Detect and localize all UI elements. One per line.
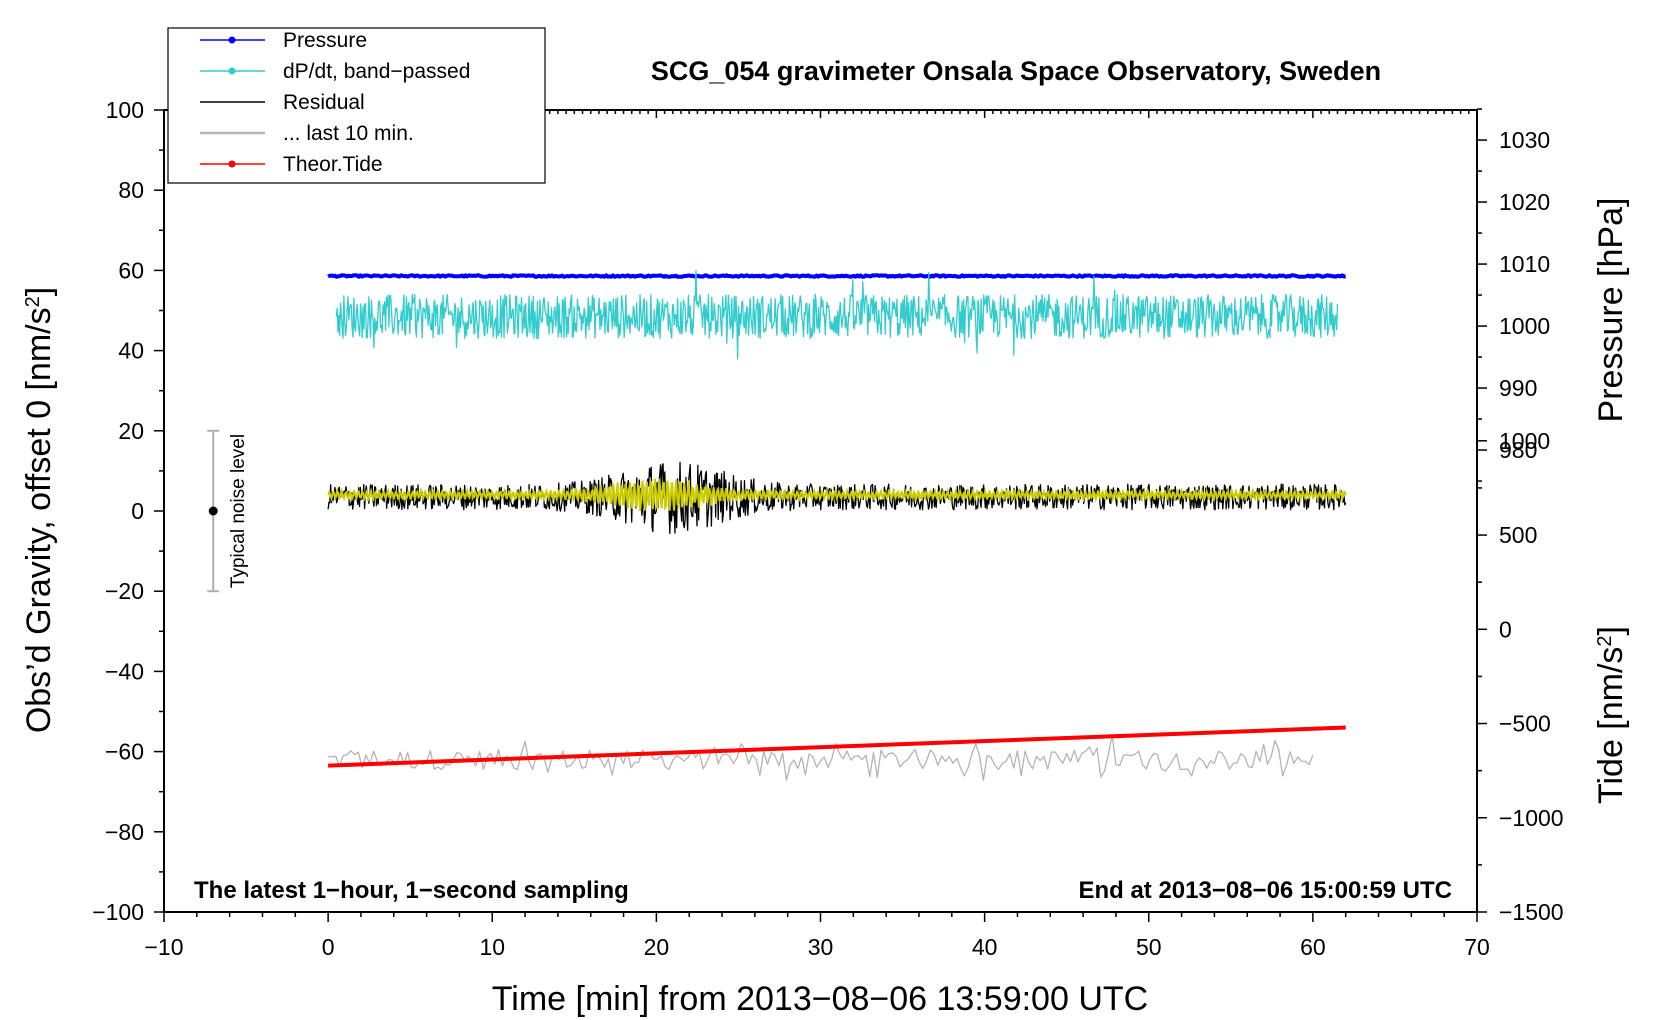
series-theor-tide <box>328 725 1346 768</box>
x-tick-label: 60 <box>1300 934 1326 960</box>
tide-tick-label: 0 <box>1499 616 1512 642</box>
typical-noise-bar: Typical noise level <box>207 429 249 593</box>
legend-marker <box>228 36 236 44</box>
legend-label: Residual <box>283 91 365 114</box>
legend-box <box>167 27 546 184</box>
chart-title: SCG_054 gravimeter Onsala Space Observat… <box>651 56 1381 86</box>
y-tick-label: −40 <box>105 658 144 684</box>
tide-tick-label: −1500 <box>1499 899 1564 925</box>
legend: Pressure dP/dt, band−passed Residual ... la… <box>167 27 546 184</box>
y-axis-tide-title: Tide [nm/s2] <box>1592 626 1630 804</box>
noise-bar-center-dot <box>208 506 218 516</box>
y-tick-label: 40 <box>118 338 144 364</box>
y-tick-label: −100 <box>92 899 144 925</box>
legend-label: ... last 10 min. <box>283 122 414 145</box>
annotation-sampling: The latest 1−hour, 1−second sampling <box>194 877 629 904</box>
legend-marker <box>228 67 236 75</box>
series-dp-dt-band-passed <box>335 270 1339 360</box>
y-axis-tide-title-end: ] <box>1592 626 1630 635</box>
y-tick-label: 0 <box>131 498 144 524</box>
x-axis: −10 0 10 20 30 40 50 60 70 <box>144 912 1490 960</box>
y-tick-label: 80 <box>118 177 144 203</box>
y-axis-pressure-title: Pressure [hPa] <box>1592 198 1630 423</box>
legend-label: dP/dt, band−passed <box>283 60 470 83</box>
x-tick-label: 30 <box>808 934 834 960</box>
y-axis-tide-title-main: Tide [nm/s <box>1592 647 1630 804</box>
x-tick-label: 20 <box>644 934 670 960</box>
y-axis-left: 100 80 60 40 20 0 −20 −40 −60 −80 −100 <box>92 97 164 925</box>
y-axis-left-title-sup: 2 <box>22 296 44 307</box>
pressure-tick-label: 1010 <box>1499 251 1550 277</box>
series-pressure <box>327 273 1346 279</box>
series-residual-smoothed <box>327 478 1347 511</box>
pressure-tick-label: 1030 <box>1499 127 1550 153</box>
x-tick-label: 50 <box>1136 934 1162 960</box>
pressure-tick-label: 1000 <box>1499 313 1550 339</box>
y-axis-pressure: 1030 1020 1010 1000 990 980 <box>1477 108 1550 482</box>
series-last-10-min <box>328 734 1314 781</box>
x-tick-label: 10 <box>479 934 505 960</box>
pressure-tick-label: 980 <box>1499 437 1537 463</box>
y-axis-tide: 1000 500 0 −500 −1000 −1500 <box>1477 428 1564 925</box>
pressure-tick-label: 1020 <box>1499 189 1550 215</box>
x-tick-label: 40 <box>972 934 998 960</box>
y-tick-label: −80 <box>105 819 144 845</box>
y-tick-label: −20 <box>105 578 144 604</box>
y-tick-label: −60 <box>105 739 144 765</box>
y-axis-left-title: Obs’d Gravity, offset 0 [nm/s2] <box>20 287 58 733</box>
tide-tick-label: −1000 <box>1499 805 1564 831</box>
y-axis-left-title-end: ] <box>20 287 58 296</box>
legend-marker <box>228 160 236 168</box>
y-tick-label: 20 <box>118 418 144 444</box>
y-tick-label: 100 <box>106 97 144 123</box>
tide-tick-label: −500 <box>1499 711 1551 737</box>
y-axis-left-title-main: Obs’d Gravity, offset 0 [nm/s <box>20 307 58 733</box>
tide-tick-label: 1000 <box>1499 428 1550 454</box>
pressure-tick-label: 990 <box>1499 375 1537 401</box>
series-layer <box>327 270 1347 781</box>
x-tick-label: −10 <box>144 934 183 960</box>
x-tick-label: 70 <box>1464 934 1490 960</box>
y-tick-label: 60 <box>118 257 144 283</box>
x-tick-label: 0 <box>322 934 335 960</box>
y-axis-tide-title-sup: 2 <box>1594 635 1616 646</box>
legend-label: Theor.Tide <box>283 153 383 176</box>
x-axis-title: Time [min] from 2013−08−06 13:59:00 UTC <box>492 980 1148 1018</box>
tide-tick-label: 500 <box>1499 522 1537 548</box>
noise-bar-label: Typical noise level <box>228 434 249 588</box>
annotation-end-time: End at 2013−08−06 15:00:59 UTC <box>1078 877 1452 904</box>
legend-label: Pressure <box>283 29 367 52</box>
